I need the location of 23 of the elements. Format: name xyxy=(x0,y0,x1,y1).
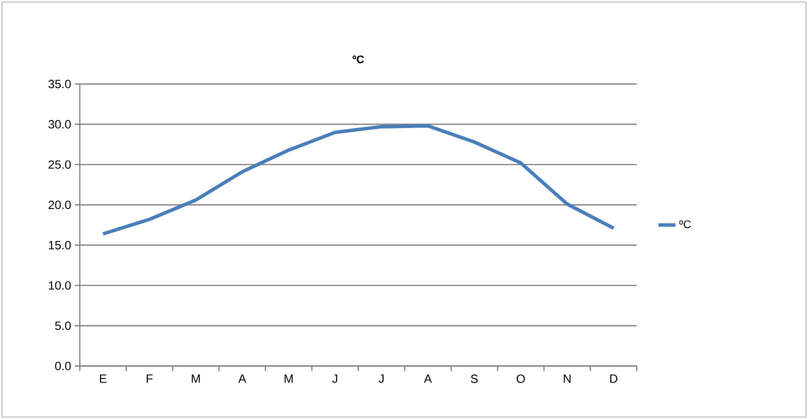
x-tick-label: S xyxy=(470,374,478,383)
y-tick-label: 20.0 xyxy=(48,200,71,210)
x-tick-label: F xyxy=(146,374,153,383)
y-tick-label: 15.0 xyxy=(48,240,71,250)
legend-label: ºC xyxy=(679,220,691,228)
y-tick-label: 35.0 xyxy=(48,80,71,88)
x-tick-label: J xyxy=(378,374,384,383)
y-tick-label: 30.0 xyxy=(48,120,71,129)
x-tick-label: M xyxy=(192,374,200,383)
x-tick-label: O xyxy=(516,374,525,383)
y-tick-label: 0.0 xyxy=(55,362,71,370)
y-tick-label: 10.0 xyxy=(48,281,71,290)
x-tick-label: A xyxy=(424,374,432,383)
x-tick-label: J xyxy=(332,374,338,383)
x-tick-label: N xyxy=(564,374,571,383)
line-series xyxy=(101,124,616,236)
chart-title: ºC xyxy=(352,55,364,64)
x-tick-label: M xyxy=(284,374,293,383)
x-tick-label: E xyxy=(100,374,106,383)
x-tick-label: A xyxy=(238,374,246,383)
y-tick-label: 25.0 xyxy=(48,160,71,169)
y-tick-label: 5.0 xyxy=(55,321,71,330)
x-tick-label: D xyxy=(610,374,618,383)
